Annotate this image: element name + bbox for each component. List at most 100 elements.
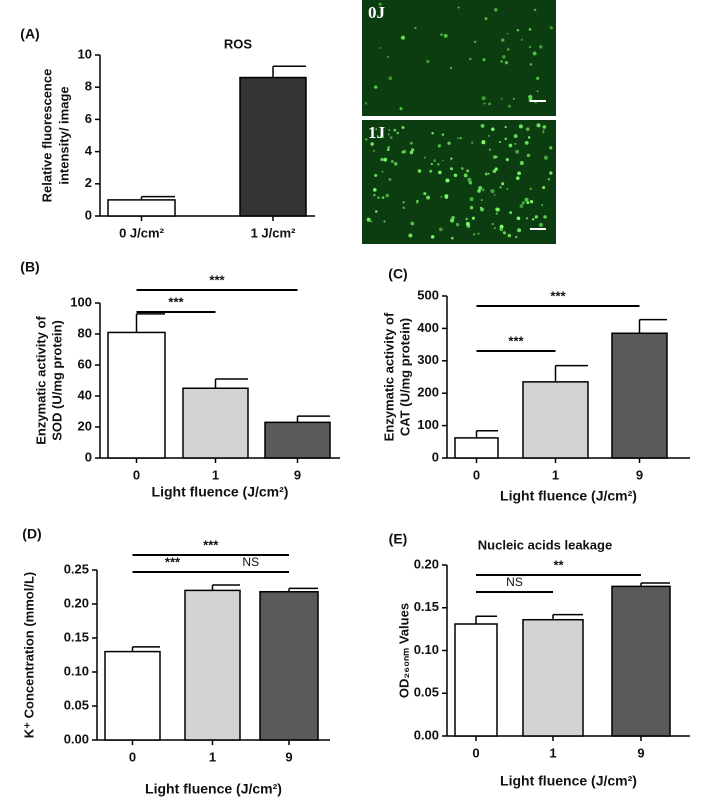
- fluorescent-spot: [424, 156, 426, 159]
- fluorescent-spot: [481, 199, 483, 201]
- fluorescent-spot: [472, 233, 476, 236]
- fluorescent-spot: [457, 6, 460, 9]
- fluorescent-spot: [499, 186, 502, 189]
- y-tick-label: 40: [78, 387, 92, 402]
- micrograph-label: 0J: [368, 3, 386, 22]
- fluorescent-spot: [443, 33, 448, 38]
- fluorescent-spot: [387, 56, 389, 58]
- fluorescent-spot: [483, 102, 486, 105]
- fluorescent-spot: [417, 169, 422, 173]
- fluorescent-spot: [501, 182, 505, 186]
- bar: [611, 332, 668, 459]
- fluorescent-spot: [519, 204, 524, 208]
- y-tick-label: 10: [78, 46, 92, 61]
- fluorescent-spot: [488, 148, 492, 151]
- fluorescent-spot: [465, 217, 469, 221]
- significance-label: NS: [506, 575, 523, 589]
- fluorescent-spot: [500, 38, 505, 42]
- fluorescent-spot: [437, 162, 440, 166]
- fluorescent-spot: [410, 141, 413, 145]
- x-tick-label: 9: [285, 749, 292, 764]
- x-axis-label: Light fluence (J/cm²): [145, 781, 282, 797]
- bar: [259, 591, 319, 741]
- y-tick-label: 0.20: [414, 556, 439, 571]
- x-tick-label: 0: [133, 467, 140, 482]
- fluorescent-spot: [386, 148, 390, 151]
- y-tick-label: 4: [85, 143, 93, 158]
- fluorescent-spot: [508, 143, 513, 148]
- fluorescent-spot: [524, 141, 529, 145]
- fluorescent-spot: [402, 206, 405, 210]
- fluorescent-spot: [467, 177, 472, 182]
- fluorescent-spot: [388, 76, 393, 81]
- fluorescent-spot: [378, 2, 382, 6]
- fluorescent-spot: [531, 218, 535, 221]
- fluorescent-spot: [442, 159, 444, 162]
- fluorescent-spot: [502, 55, 506, 59]
- fluorescent-spot: [517, 171, 521, 176]
- fluorescent-spot: [549, 146, 553, 150]
- fluorescent-spot: [549, 171, 553, 175]
- fluorescent-spot: [525, 127, 530, 131]
- fluorescent-spot: [480, 123, 485, 128]
- fluorescent-spot: [444, 194, 449, 199]
- fluorescent-spot: [374, 85, 378, 89]
- fluorescent-spot: [450, 167, 454, 171]
- significance-label: NS: [242, 555, 259, 569]
- y-tick-label: 2: [85, 175, 92, 190]
- fluorescent-spot: [400, 35, 406, 40]
- x-tick-label: 9: [294, 467, 301, 482]
- fluorescent-spot: [516, 216, 521, 221]
- fluorescent-spot: [491, 127, 495, 131]
- fluorescent-spot: [528, 45, 532, 49]
- bar: [522, 381, 589, 459]
- fluorescent-spot: [487, 134, 490, 137]
- fluorescent-spot: [527, 136, 531, 139]
- fluorescent-spot: [469, 197, 474, 202]
- y-tick-label: 0.15: [414, 599, 439, 614]
- fluorescent-spot: [498, 140, 501, 143]
- fluorescent-spot: [547, 178, 551, 181]
- fluorescent-spot: [373, 194, 376, 197]
- fluorescent-spot: [379, 46, 382, 49]
- fluorescent-spot: [526, 153, 531, 158]
- fluorescent-spot: [457, 137, 459, 140]
- fluorescent-spot: [536, 76, 540, 80]
- fluorescent-spot: [506, 32, 509, 35]
- x-tick-label: 0: [129, 749, 136, 764]
- fluorescent-spot: [414, 26, 417, 30]
- fluorescent-spot: [469, 206, 474, 210]
- x-tick-label: 9: [637, 745, 644, 760]
- panel-label: (E): [389, 531, 408, 547]
- fluorescent-spot: [509, 211, 512, 214]
- fluorescent-spot: [401, 150, 405, 154]
- fluorescent-spot: [507, 233, 512, 238]
- fluorescent-spot: [481, 188, 485, 192]
- fluorescent-spot: [466, 169, 470, 173]
- fluorescent-spot: [533, 8, 537, 12]
- fluorescent-spot: [473, 40, 477, 44]
- fluorescent-spot: [542, 185, 546, 190]
- y-tick-label: 0.25: [64, 561, 89, 576]
- panel-label: (D): [22, 526, 41, 542]
- y-tick-label: 0.00: [414, 727, 439, 742]
- fluorescent-spot: [493, 227, 496, 230]
- fluorescent-spot: [455, 222, 460, 227]
- fluorescent-spot: [512, 97, 515, 100]
- y-tick-label: 100: [70, 294, 92, 309]
- x-axis-label: Light fluence (J/cm²): [152, 484, 289, 500]
- y-tick-label: 400: [417, 320, 439, 335]
- x-tick-label: 1 J/cm²: [251, 225, 296, 240]
- fluorescent-spot: [524, 197, 529, 202]
- fluorescent-spot: [380, 157, 384, 162]
- fluorescent-spot: [430, 235, 435, 239]
- fluorescent-spot: [416, 200, 419, 203]
- fluorescent-spot: [539, 45, 543, 49]
- fluorescent-spot: [399, 107, 403, 111]
- y-axis-label: Enzymatic activity of: [33, 316, 48, 445]
- fluorescent-spot: [480, 206, 483, 209]
- fluorescent-spot: [445, 178, 450, 183]
- fluorescent-spot: [441, 133, 445, 136]
- fluorescent-spot: [526, 201, 530, 205]
- y-tick-label: 200: [417, 385, 439, 400]
